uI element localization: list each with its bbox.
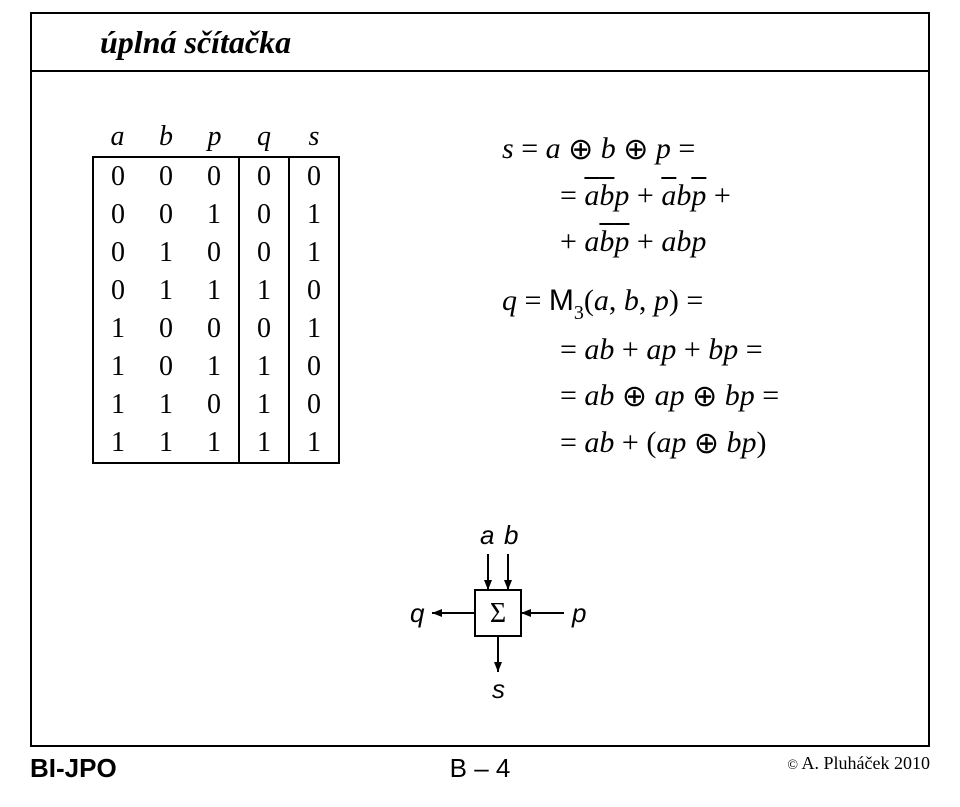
eq-q-line3: = ab ⊕ ap ⊕ bp = <box>502 373 779 420</box>
title-row: úplná sčítačka <box>32 14 928 72</box>
eq-s-line2: = abp + abp + <box>502 173 779 220</box>
table-cell: 0 <box>93 272 142 310</box>
table-cell: 1 <box>289 196 339 234</box>
table-row: 10110 <box>93 348 339 386</box>
table-row: 01110 <box>93 272 339 310</box>
table-cell: 0 <box>190 310 239 348</box>
table-cell: 0 <box>289 157 339 196</box>
table-cell: 0 <box>93 157 142 196</box>
table-cell: 1 <box>239 348 289 386</box>
table-cell: 1 <box>239 386 289 424</box>
table-cell: 1 <box>190 424 239 463</box>
col-b: b <box>142 118 190 157</box>
footer-right: © A. Pluháček 2010 <box>787 753 930 774</box>
table-cell: 0 <box>289 272 339 310</box>
table-cell: 0 <box>239 157 289 196</box>
eq-q-line4: = ab + (ap ⊕ bp) <box>502 420 779 467</box>
truth-table: a b p q s 000000010101001011101000110110… <box>92 118 340 464</box>
table-cell: 0 <box>190 157 239 196</box>
diagram-label-q: q <box>410 598 424 629</box>
footer-right-text: A. Pluháček 2010 <box>798 753 930 773</box>
page-title: úplná sčítačka <box>32 24 291 61</box>
table-cell: 1 <box>93 386 142 424</box>
col-a: a <box>93 118 142 157</box>
col-p: p <box>190 118 239 157</box>
eq-s-line1: s = a ⊕ b ⊕ p = <box>502 126 779 173</box>
table-cell: 0 <box>239 196 289 234</box>
content-area: a b p q s 000000010101001011101000110110… <box>32 72 928 745</box>
adder-diagram: Σ a b p <box>388 512 608 712</box>
table-cell: 1 <box>142 272 190 310</box>
table-cell: 1 <box>93 310 142 348</box>
table-cell: 0 <box>190 386 239 424</box>
table-cell: 0 <box>93 234 142 272</box>
table-cell: 1 <box>239 272 289 310</box>
diagram-label-b: b <box>504 520 518 551</box>
page: úplná sčítačka a b p q s 000000010101001… <box>0 0 960 807</box>
diagram-label-p: p <box>572 598 586 629</box>
table-cell: 1 <box>93 424 142 463</box>
table-cell: 1 <box>93 348 142 386</box>
table-cell: 0 <box>142 157 190 196</box>
table-cell: 0 <box>142 196 190 234</box>
table-cell: 0 <box>239 310 289 348</box>
table-row: 00000 <box>93 157 339 196</box>
table-cell: 1 <box>142 424 190 463</box>
table-cell: 1 <box>142 234 190 272</box>
content-frame: úplná sčítačka a b p q s 000000010101001… <box>30 12 930 747</box>
table-cell: 1 <box>190 196 239 234</box>
table-cell: 1 <box>289 234 339 272</box>
eq-s-line3: + abp + abp <box>502 219 779 266</box>
col-s: s <box>289 118 339 157</box>
table-row: 01001 <box>93 234 339 272</box>
table-cell: 0 <box>190 234 239 272</box>
diagram-label-s: s <box>492 674 505 705</box>
eq-q-line1: q = M3(a, b, p) = <box>502 278 779 327</box>
copyright-symbol: © <box>787 758 798 773</box>
footer: BI-JPO B – 4 © A. Pluháček 2010 <box>30 753 930 793</box>
table-cell: 0 <box>289 348 339 386</box>
table-cell: 1 <box>289 310 339 348</box>
table-cell: 1 <box>190 348 239 386</box>
table-row: 11010 <box>93 386 339 424</box>
table-row: 00101 <box>93 196 339 234</box>
col-q: q <box>239 118 289 157</box>
table-cell: 0 <box>93 196 142 234</box>
diagram-label-a: a <box>480 520 494 551</box>
table-cell: 1 <box>239 424 289 463</box>
table-cell: 0 <box>142 310 190 348</box>
table-cell: 0 <box>142 348 190 386</box>
sigma-label: Σ <box>490 598 506 629</box>
table-cell: 0 <box>289 386 339 424</box>
table-cell: 1 <box>289 424 339 463</box>
table-row: 10001 <box>93 310 339 348</box>
equations-block: s = a ⊕ b ⊕ p = = abp + abp + + abp + ab… <box>502 126 779 466</box>
table-cell: 1 <box>190 272 239 310</box>
table-cell: 1 <box>142 386 190 424</box>
table-row: 11111 <box>93 424 339 463</box>
table-cell: 0 <box>239 234 289 272</box>
eq-q-line2: = ab + ap + bp = <box>502 327 779 374</box>
table-header-row: a b p q s <box>93 118 339 157</box>
